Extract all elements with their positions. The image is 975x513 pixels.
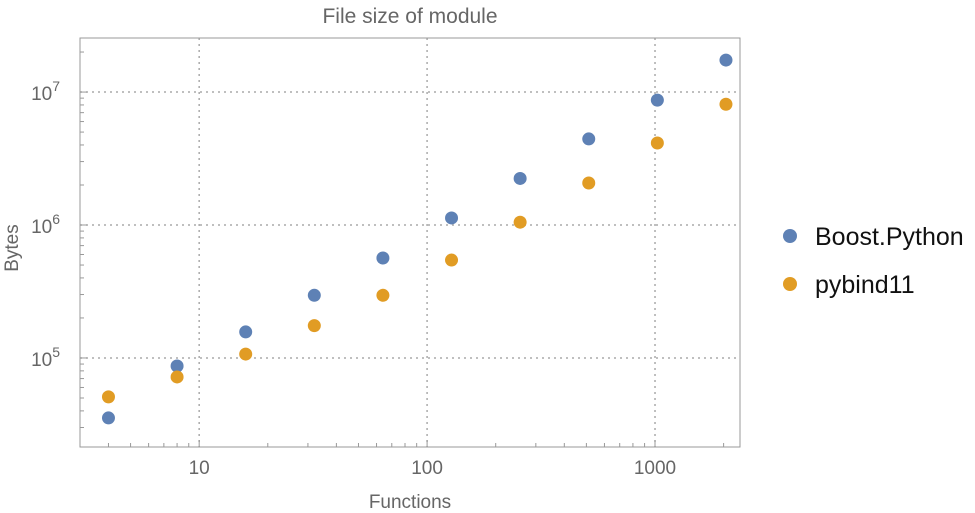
data-point-boost-python (650, 93, 664, 107)
legend-label: Boost.Python (815, 223, 964, 251)
x-tick-label: 100 (411, 458, 443, 479)
data-point-pybind11 (101, 390, 115, 404)
data-point-pybind11 (239, 347, 253, 361)
x-axis-label: Functions (369, 492, 451, 513)
plot-frame (79, 37, 741, 448)
data-point-boost-python (445, 211, 459, 225)
y-tick-label: 106 (31, 211, 60, 238)
data-point-pybind11 (445, 253, 459, 267)
data-point-pybind11 (513, 215, 527, 229)
data-point-boost-python (376, 251, 390, 265)
data-point-pybind11 (719, 97, 733, 111)
y-tick-label: 107 (31, 78, 60, 105)
data-point-boost-python (582, 132, 596, 146)
data-point-pybind11 (650, 136, 664, 150)
data-point-boost-python (307, 288, 321, 302)
x-tick-label: 10 (189, 458, 210, 479)
legend-marker (783, 229, 797, 243)
data-point-boost-python (101, 411, 115, 425)
data-point-pybind11 (582, 176, 596, 190)
y-axis-label: Bytes (2, 224, 23, 272)
legend-label: pybind11 (815, 271, 915, 299)
x-tick-label: 1000 (634, 458, 676, 479)
data-point-pybind11 (307, 319, 321, 333)
y-tick-label: 105 (31, 344, 60, 371)
legend-marker (783, 277, 797, 291)
data-point-boost-python (719, 53, 733, 67)
data-point-pybind11 (170, 370, 184, 384)
data-point-boost-python (239, 325, 253, 339)
chart-title: File size of module (322, 5, 497, 28)
data-point-boost-python (170, 359, 184, 373)
data-point-pybind11 (376, 288, 390, 302)
data-point-boost-python (513, 171, 527, 185)
